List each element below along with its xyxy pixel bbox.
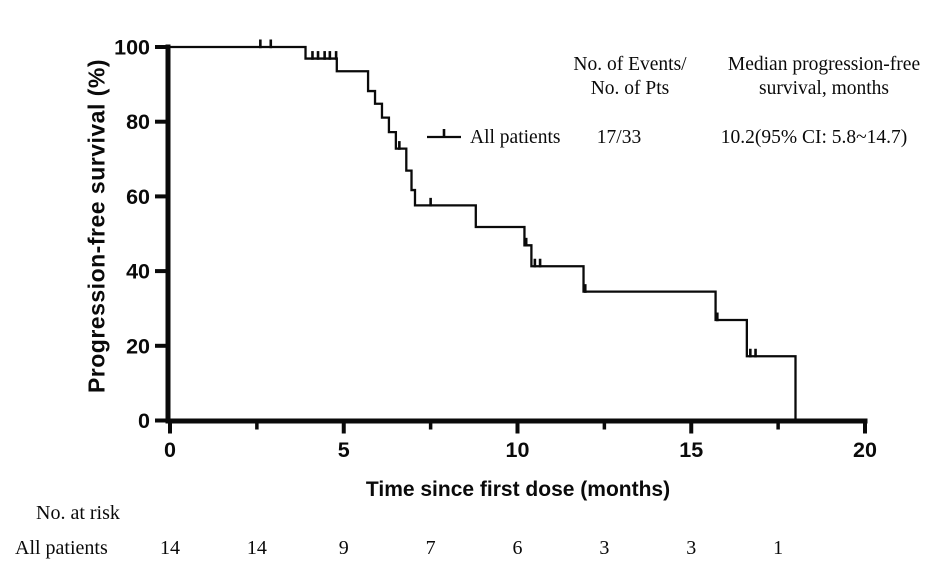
risk-count: 6	[512, 537, 523, 559]
y-tick-label: 100	[114, 36, 150, 60]
risk-count: 7	[425, 537, 436, 559]
risk-count: 3	[599, 537, 610, 559]
y-axis-title: Progression-free survival (%)	[83, 58, 110, 394]
risk-count: 9	[338, 537, 349, 559]
stats-col2-header-line2: survival, months	[758, 78, 889, 99]
y-tick-label: 40	[126, 260, 150, 284]
x-tick-label: 15	[679, 438, 703, 462]
risk-table-row-label: All patients	[15, 537, 108, 559]
x-tick-label: 0	[164, 438, 176, 462]
x-tick-label: 20	[853, 438, 877, 462]
y-tick-label: 60	[126, 185, 150, 209]
stats-col1-header: No. of Events/ No. of Pts	[573, 53, 686, 101]
risk-count: 1	[773, 537, 784, 559]
x-tick-label: 5	[338, 438, 350, 462]
risk-count: 3	[686, 537, 697, 559]
stats-median-value: 10.2(95% CI: 5.8~14.7)	[720, 127, 908, 148]
stats-col1-header-line2: No. of Pts	[590, 78, 670, 99]
x-axis-title: Time since first dose (months)	[365, 478, 671, 501]
survival-curve	[170, 45, 797, 421]
stats-events-value: 17/33	[596, 127, 642, 148]
y-tick-label: 80	[126, 110, 150, 134]
legend-label: All patients	[470, 127, 561, 148]
stats-col2-header-line1: Median progression-free	[727, 54, 921, 75]
stats-col1-header-line1: No. of Events/	[573, 54, 687, 75]
y-tick-label: 0	[138, 409, 150, 433]
y-tick-label: 20	[126, 334, 150, 358]
risk-table-title: No. at risk	[36, 502, 120, 524]
risk-count: 14	[246, 537, 267, 559]
risk-count: 14	[160, 537, 180, 559]
x-tick-label: 10	[506, 438, 530, 462]
stats-col2-header: Median progression-free survival, months	[728, 53, 920, 101]
